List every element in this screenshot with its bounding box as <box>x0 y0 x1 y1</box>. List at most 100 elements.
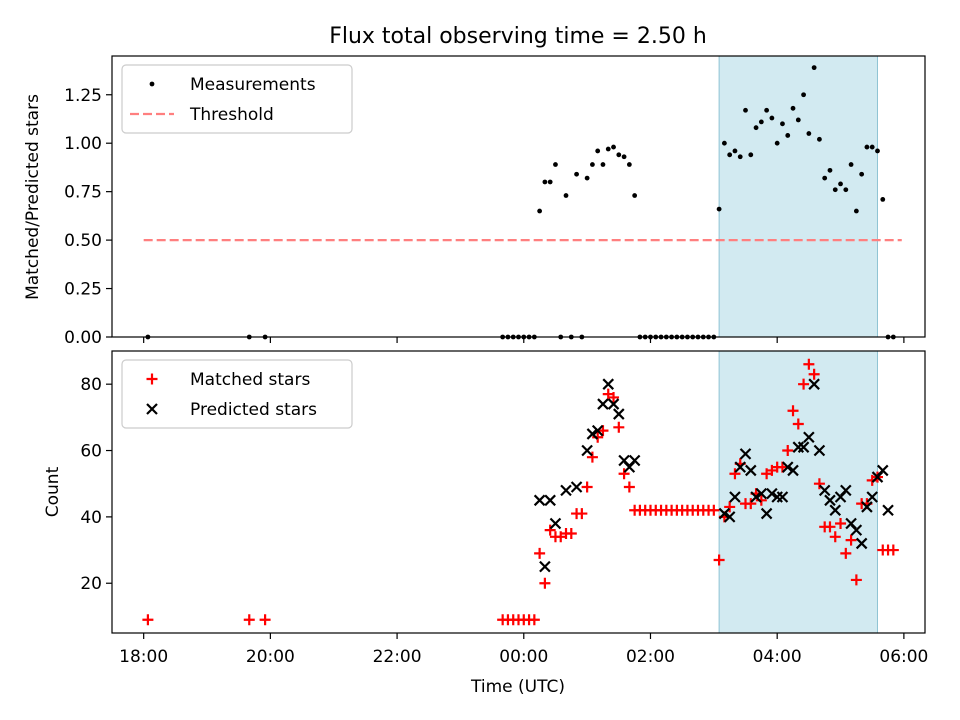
data-point <box>755 487 768 500</box>
data-point <box>866 491 878 503</box>
data-point <box>613 421 625 433</box>
data-point <box>626 162 632 167</box>
data-point <box>855 537 868 550</box>
data-point <box>864 144 870 150</box>
data-point <box>797 441 810 453</box>
data-point <box>822 175 828 181</box>
data-point <box>808 378 820 390</box>
data-point <box>618 468 630 480</box>
data-point <box>602 378 615 390</box>
top-y-axis-label: Matched/Predicted stars <box>23 94 43 300</box>
data-point <box>574 171 579 177</box>
top-panel: 0.00 0.25 0.50 0.75 1.00 1.25 Measurements Thre… <box>64 55 926 348</box>
data-point <box>840 484 852 497</box>
data-point <box>787 405 799 417</box>
data-point <box>737 154 743 160</box>
y-tick-label: 1.00 <box>64 134 102 154</box>
data-point <box>716 206 722 212</box>
data-point <box>563 193 569 198</box>
x-tick-label: 22:00 <box>373 647 422 667</box>
data-point <box>750 491 762 503</box>
data-point <box>817 136 822 142</box>
data-point <box>718 507 731 520</box>
data-point <box>597 398 609 410</box>
data-point <box>584 175 590 181</box>
data-point <box>824 521 836 533</box>
data-point <box>818 484 831 497</box>
data-point <box>766 487 778 500</box>
data-point <box>623 481 635 493</box>
y-tick-label: 1.25 <box>64 86 102 106</box>
data-point <box>780 121 785 127</box>
data-point <box>632 193 638 198</box>
data-point <box>798 378 810 390</box>
series-1 <box>533 378 894 573</box>
data-point <box>729 491 741 503</box>
data-point <box>829 504 842 517</box>
legend-box <box>121 64 353 134</box>
data-point <box>835 518 847 530</box>
data-point <box>853 208 859 214</box>
data-point <box>880 197 886 202</box>
data-point <box>829 531 841 543</box>
x-tick-label: 18:00 <box>119 647 168 667</box>
y-tick-label: 60 <box>80 442 102 462</box>
legend-box <box>121 359 353 429</box>
legend-marker <box>146 403 158 415</box>
series-0 <box>142 358 899 626</box>
data-point <box>785 133 791 138</box>
data-point <box>776 461 788 473</box>
data-point <box>713 554 725 566</box>
data-point <box>621 154 627 160</box>
data-point <box>781 461 794 473</box>
data-point <box>739 448 752 460</box>
data-point <box>811 65 817 71</box>
x-tick-label: 06:00 <box>879 647 928 667</box>
legend: Measurements Threshold <box>121 64 353 134</box>
data-point <box>745 498 757 510</box>
data-point <box>628 454 641 467</box>
data-point <box>774 140 780 146</box>
y-tick-label: 0.25 <box>64 280 102 300</box>
data-point <box>534 547 546 559</box>
data-point <box>887 544 899 556</box>
data-point <box>547 179 553 185</box>
data-point <box>806 131 812 136</box>
data-point <box>734 461 747 473</box>
bottom-panel: 20 40 60 80 18:00 20:00 22:00 00:00 02:00 04:00 06… <box>80 350 928 667</box>
x-tick-label: 02:00 <box>626 647 675 667</box>
data-point <box>581 444 593 457</box>
y-tick-label: 0.75 <box>64 183 102 203</box>
data-point <box>592 431 604 443</box>
data-point <box>595 148 601 154</box>
data-point <box>803 431 815 444</box>
data-point <box>882 504 894 517</box>
chart-title: Flux total observing time = 2.50 h <box>329 24 707 49</box>
data-point <box>859 171 865 177</box>
data-point <box>542 179 548 185</box>
data-point <box>142 614 154 626</box>
y-tick-label: 40 <box>80 508 102 528</box>
data-point <box>591 424 604 437</box>
data-point <box>743 107 748 113</box>
data-point <box>850 524 863 536</box>
data-point <box>824 494 836 507</box>
data-point <box>792 418 804 430</box>
data-point <box>776 491 789 503</box>
data-point <box>560 484 572 497</box>
y-tick-label: 0.00 <box>64 328 102 348</box>
data-point <box>243 614 255 626</box>
data-point <box>755 494 767 506</box>
legend-marker <box>149 81 155 87</box>
data-point <box>848 162 854 167</box>
data-point <box>861 501 873 513</box>
data-point <box>790 105 796 111</box>
data-point <box>600 162 606 167</box>
data-point <box>832 187 838 193</box>
data-point <box>581 481 593 493</box>
x-tick-label: 20:00 <box>246 647 295 667</box>
data-point <box>721 140 727 146</box>
data-point <box>605 146 611 152</box>
data-point <box>723 511 736 523</box>
